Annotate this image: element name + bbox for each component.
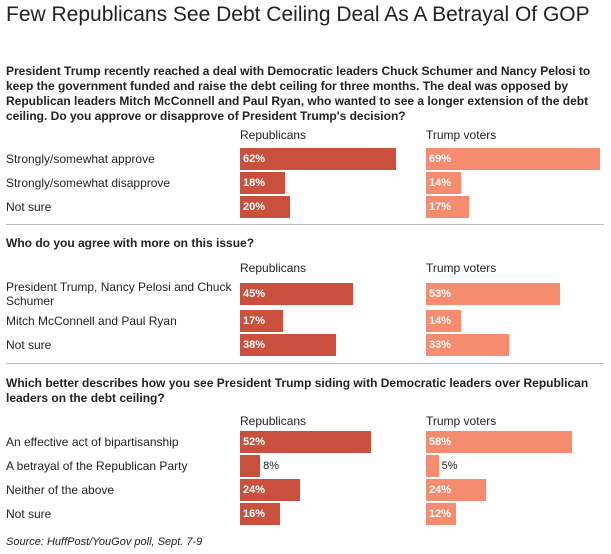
bar-value-label: 24% [429,484,452,496]
row-label: An effective act of bipartisanship [6,435,179,449]
bar-trump-voters [426,455,439,477]
bar-republicans [240,283,354,305]
bar-republicans [240,334,336,356]
bar-trump-voters [426,172,462,194]
section-divider [6,363,604,364]
bar-value-label: 52% [243,436,266,448]
row-label: Neither of the above [6,483,115,497]
bar-value-label: 24% [243,484,266,496]
row-label: Not sure [6,507,52,521]
column-header-trump-voters: Trump voters [426,414,497,428]
question-text: Who do you agree with more on this issue… [6,236,255,250]
bar-value-label: 18% [243,177,266,189]
bar-value-label: 12% [429,508,452,520]
bar-value-label: 69% [429,153,452,165]
bar-republicans [240,196,291,218]
bar-republicans [240,172,286,194]
bar-value-label: 45% [243,288,266,300]
row-label: Strongly/somewhat disapprove [6,176,171,190]
bar-value-label: 17% [429,201,452,213]
question-text: President Trump recently reached a deal … [6,64,591,123]
bar-value-label: 8% [263,460,280,472]
bar-value-label: 5% [441,460,458,472]
bar-trump-voters [426,148,600,170]
question-text: Which better describes how you see Presi… [6,376,589,405]
bar-value-label: 17% [243,315,266,327]
bar-trump-voters [426,503,457,525]
bar-trump-voters [426,431,573,453]
row-label: Not sure [6,200,52,214]
source-note: Source: HuffPost/YouGov poll, Sept. 7-9 [6,536,203,548]
bar-value-label: 20% [243,201,266,213]
bar-trump-voters [426,334,510,356]
bar-value-label: 33% [429,339,452,351]
bar-value-label: 14% [429,315,452,327]
column-header-republicans: Republicans [240,414,307,428]
bar-trump-voters [426,196,469,218]
bar-trump-voters [426,479,487,501]
bar-republicans [240,503,281,525]
bar-republicans [240,479,301,501]
bar-republicans [240,310,283,332]
bar-value-label: 53% [429,288,452,300]
bar-republicans [240,455,261,477]
row-label: A betrayal of the Republican Party [6,459,188,473]
bar-trump-voters [426,283,560,305]
row-label: Mitch McConnell and Paul Ryan [6,314,177,328]
column-header-trump-voters: Trump voters [426,128,497,142]
bar-trump-voters [426,310,462,332]
column-header-republicans: Republicans [240,128,307,142]
column-header-republicans: Republicans [240,261,307,275]
row-label: President Trump, Nancy Pelosi and Chuck … [6,280,232,308]
bar-value-label: 58% [429,436,452,448]
bar-value-label: 14% [429,177,452,189]
chart-title: Few Republicans See Debt Ceiling Deal As… [6,3,590,26]
section-divider [6,224,604,225]
row-label: Not sure [6,338,52,352]
column-header-trump-voters: Trump voters [426,261,497,275]
bar-republicans [240,148,397,170]
bar-republicans [240,431,372,453]
bar-value-label: 62% [243,153,266,165]
bar-value-label: 16% [243,508,266,520]
bar-value-label: 38% [243,339,266,351]
row-label: Strongly/somewhat approve [6,152,155,166]
